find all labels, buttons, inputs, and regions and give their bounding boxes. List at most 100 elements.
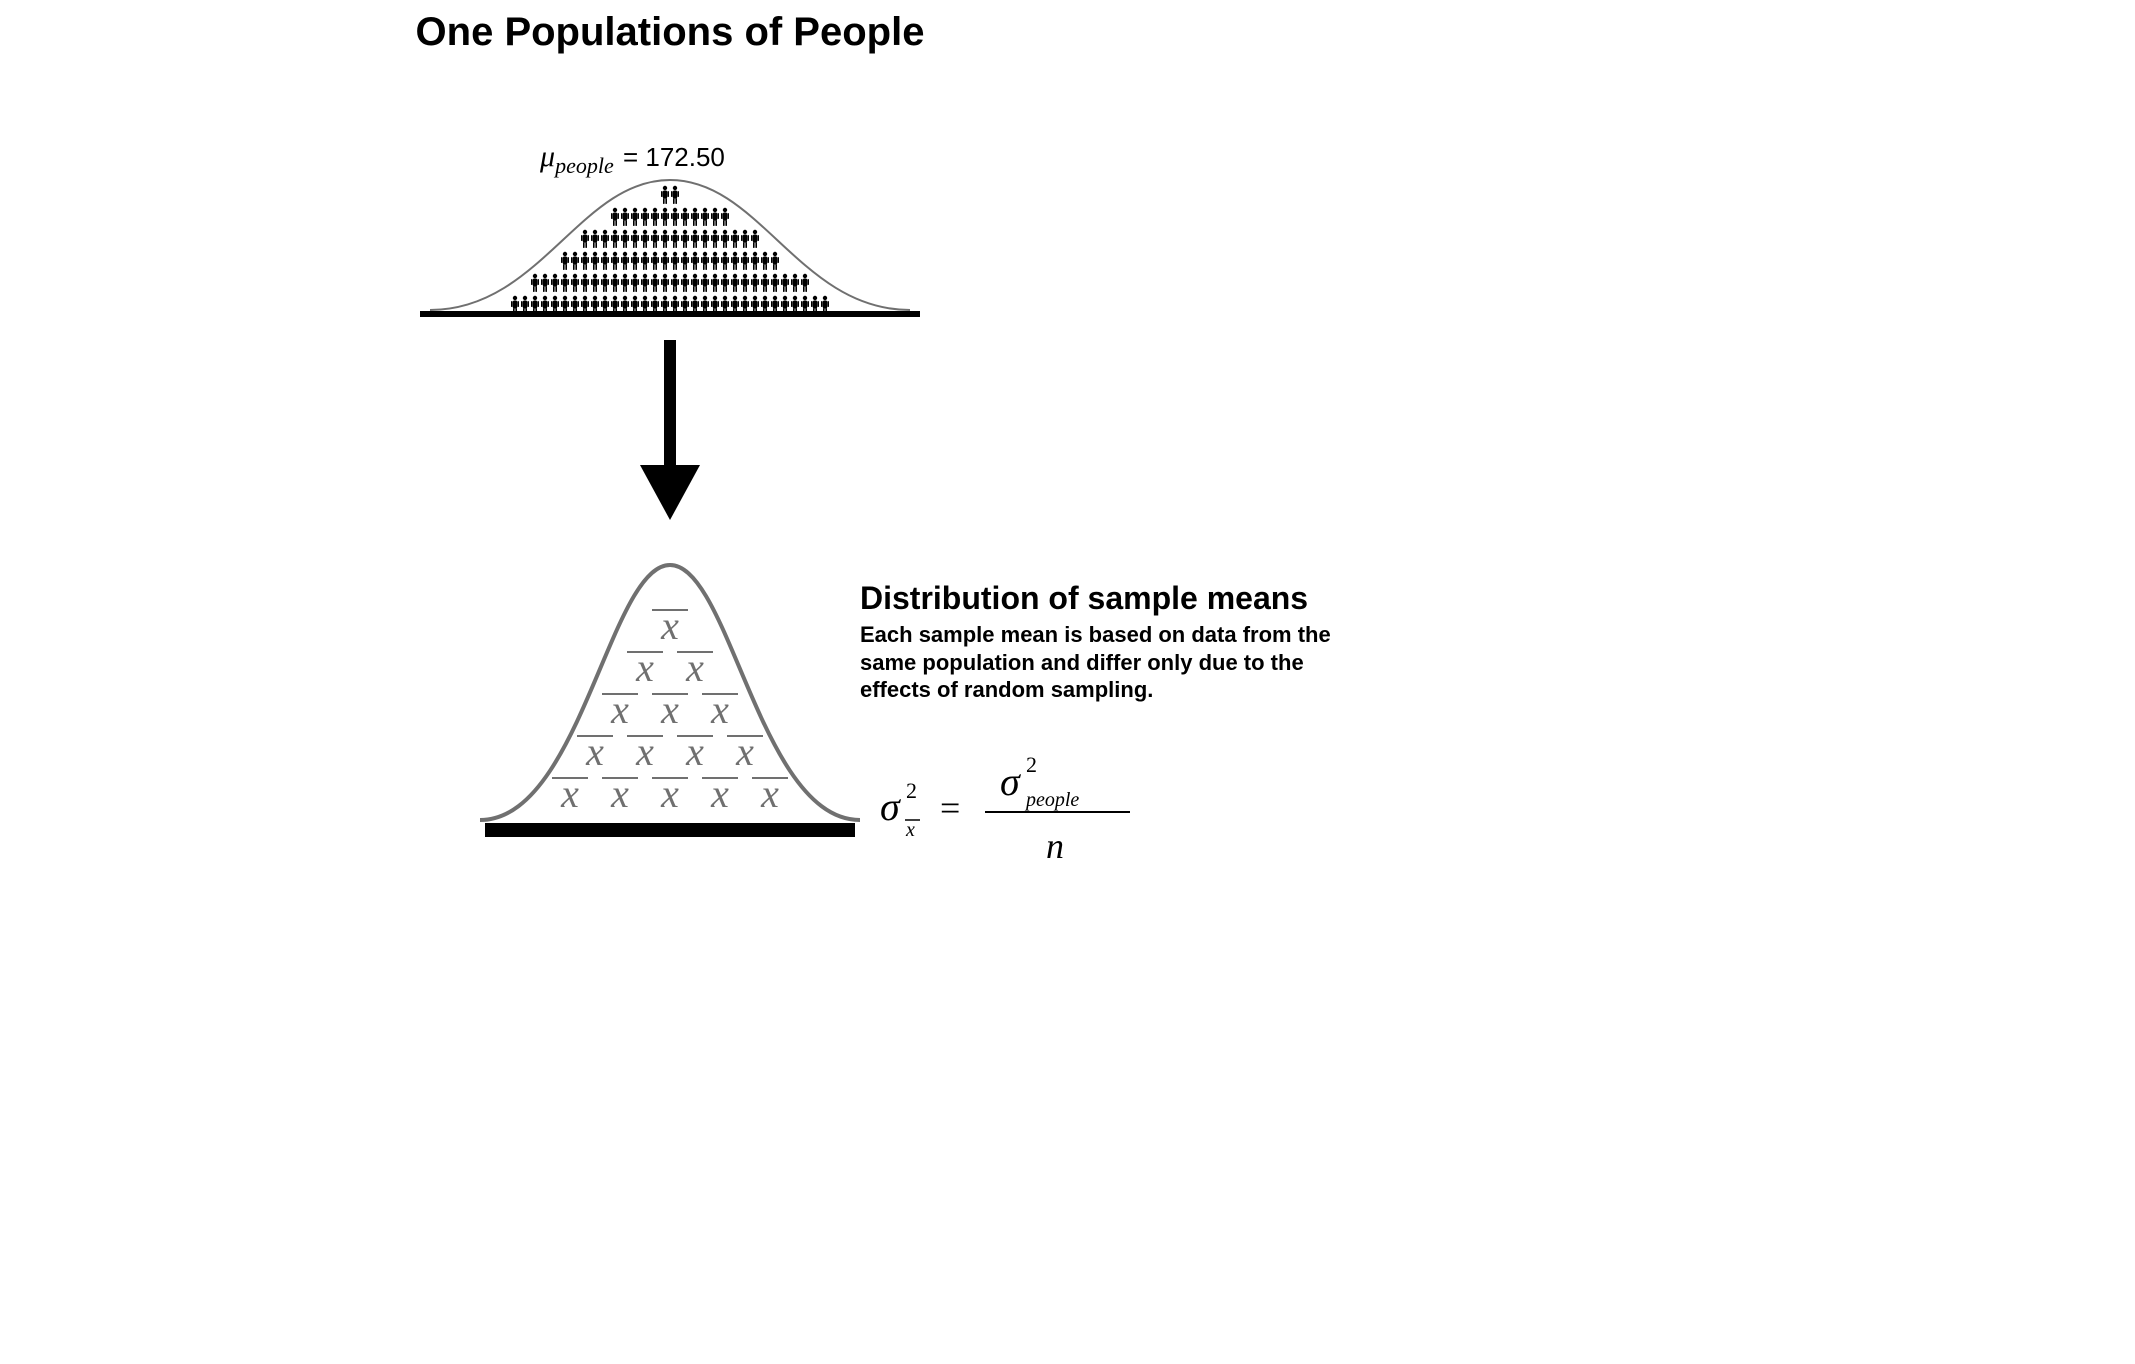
person-icon (700, 295, 710, 317)
person-icon (780, 295, 790, 317)
person-icon (570, 295, 580, 317)
person-icon (590, 295, 600, 317)
xbar-symbol: x (650, 605, 690, 647)
person-icon (760, 251, 770, 273)
formula-lhs-super: 2 (906, 778, 917, 803)
person-icon (760, 273, 770, 295)
xbar-symbol: x (700, 773, 740, 815)
person-icon (770, 295, 780, 317)
person-icon (520, 295, 530, 317)
person-icon (740, 295, 750, 317)
person-icon (590, 229, 600, 251)
variance-formula: σ 2 x = σ 2 people n (870, 740, 1170, 880)
person-icon (660, 273, 670, 295)
xbar-symbol: x (675, 647, 715, 689)
person-icon (710, 295, 720, 317)
people-row (660, 185, 680, 207)
person-icon (670, 185, 680, 207)
person-icon (750, 273, 760, 295)
people-row (530, 273, 810, 295)
person-icon (620, 251, 630, 273)
person-icon (670, 207, 680, 229)
person-icon (780, 273, 790, 295)
person-icon (580, 295, 590, 317)
person-icon (530, 295, 540, 317)
person-icon (590, 273, 600, 295)
person-icon (720, 229, 730, 251)
person-icon (600, 295, 610, 317)
population-mean-label: μpeople = 172.50 (540, 140, 725, 179)
person-icon (650, 207, 660, 229)
person-icon (790, 295, 800, 317)
person-icon (600, 229, 610, 251)
person-icon (620, 295, 630, 317)
person-icon (580, 229, 590, 251)
arrow-down (640, 340, 700, 520)
person-icon (540, 295, 550, 317)
person-icon (660, 251, 670, 273)
person-icon (560, 295, 570, 317)
person-icon (680, 295, 690, 317)
person-icon (550, 273, 560, 295)
person-icon (670, 273, 680, 295)
person-icon (730, 229, 740, 251)
person-icon (730, 251, 740, 273)
person-icon (750, 251, 760, 273)
person-icon (750, 229, 760, 251)
xbar-symbol: x (675, 731, 715, 773)
xbar-symbol: x (700, 689, 740, 731)
person-icon (810, 295, 820, 317)
person-icon (730, 295, 740, 317)
person-icon (700, 273, 710, 295)
formula-num-super: 2 (1026, 752, 1037, 777)
person-icon (740, 251, 750, 273)
xbar-symbol: x (725, 731, 765, 773)
person-icon (680, 251, 690, 273)
xbar-pyramid: xxxxxxxxxxxxxxx (470, 605, 870, 815)
person-icon (560, 273, 570, 295)
person-icon (650, 229, 660, 251)
person-icon (650, 273, 660, 295)
person-icon (580, 251, 590, 273)
person-icon (760, 295, 770, 317)
person-icon (540, 273, 550, 295)
xbar-symbol: x (575, 731, 615, 773)
people-row (560, 251, 780, 273)
xbar-symbol: x (650, 689, 690, 731)
xbar-row: x (650, 605, 690, 647)
sampling-distribution: xxxxxxxxxxxxxxx (470, 550, 870, 840)
person-icon (560, 251, 570, 273)
mu-value: 172.50 (645, 142, 725, 172)
person-icon (800, 273, 810, 295)
person-icon (510, 295, 520, 317)
annotation-heading: Distribution of sample means (860, 580, 1360, 617)
xbar-row: xxx (600, 689, 740, 731)
person-icon (610, 229, 620, 251)
person-icon (670, 251, 680, 273)
xbar-symbol: x (600, 773, 640, 815)
person-icon (800, 295, 810, 317)
person-icon (700, 251, 710, 273)
formula-num-sub: people (1024, 789, 1079, 811)
person-icon (530, 273, 540, 295)
person-icon (740, 229, 750, 251)
formula-num-sigma: σ (1000, 759, 1021, 804)
formula-equals: = (940, 788, 960, 828)
xbar-symbol: x (750, 773, 790, 815)
xbar-symbol: x (600, 689, 640, 731)
person-icon (720, 251, 730, 273)
annotation-body: Each sample mean is based on data from t… (860, 621, 1360, 704)
person-icon (720, 273, 730, 295)
person-icon (790, 273, 800, 295)
person-icon (690, 295, 700, 317)
person-icon (610, 295, 620, 317)
person-icon (670, 295, 680, 317)
person-icon (720, 207, 730, 229)
person-icon (710, 207, 720, 229)
person-icon (820, 295, 830, 317)
person-icon (710, 251, 720, 273)
person-icon (660, 295, 670, 317)
person-icon (750, 295, 760, 317)
person-icon (660, 185, 670, 207)
person-icon (670, 229, 680, 251)
